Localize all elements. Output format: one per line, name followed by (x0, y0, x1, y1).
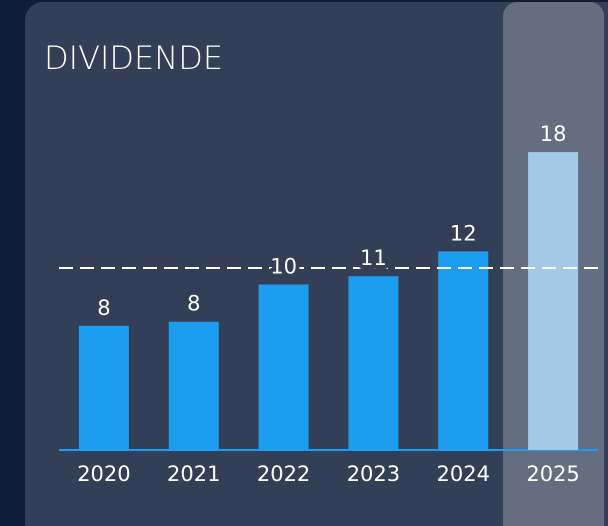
x-tick-label: 2025 (526, 462, 579, 486)
bar (528, 152, 579, 450)
x-tick-label: 2023 (347, 462, 400, 486)
bar (348, 276, 399, 450)
x-tick-label: 2021 (167, 462, 220, 486)
value-label: 12 (450, 221, 477, 245)
value-label: 18 (540, 122, 567, 146)
bar (78, 325, 129, 450)
chart-title: DIVIDENDE (44, 39, 223, 77)
bar (258, 284, 309, 450)
x-tick-label: 2022 (257, 462, 310, 486)
x-tick-label: 2024 (437, 462, 490, 486)
value-label: 8 (97, 296, 110, 320)
bar (168, 321, 219, 450)
value-label: 8 (187, 292, 200, 316)
x-tick-label: 2020 (77, 462, 130, 486)
value-label: 10 (270, 255, 297, 279)
value-label: 11 (360, 246, 387, 270)
bar (438, 251, 489, 450)
